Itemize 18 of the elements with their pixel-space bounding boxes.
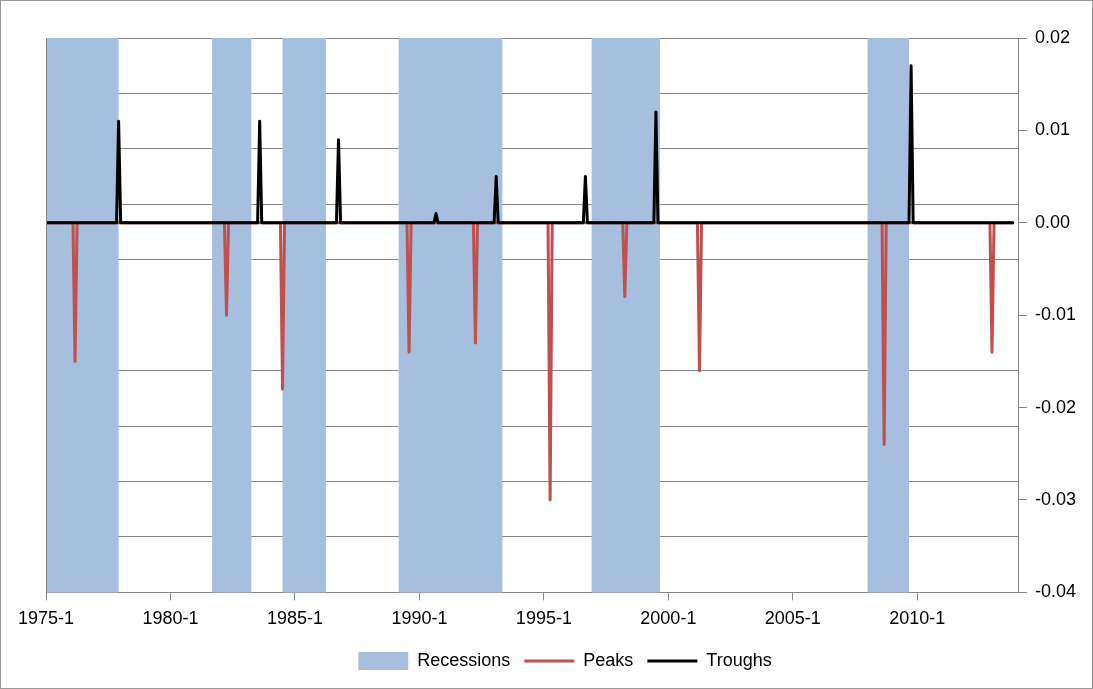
y-tick-label: -0.04: [1034, 581, 1076, 602]
x-tick-label: 2010-1: [889, 608, 946, 629]
y-tick-label: -0.03: [1034, 488, 1076, 509]
y-tick-label: 0.00: [1034, 211, 1071, 232]
y-tick-label: 0.01: [1034, 119, 1071, 140]
legend-label: Recessions: [417, 649, 511, 670]
y-tick-label: -0.01: [1034, 304, 1076, 325]
x-tick-label: 1985-1: [266, 608, 323, 629]
x-tick-label: 1980-1: [142, 608, 199, 629]
legend-label: Troughs: [706, 649, 772, 670]
legend-label: Peaks: [583, 649, 634, 670]
x-tick-label: 2005-1: [764, 608, 821, 629]
y-tick-label: -0.02: [1034, 396, 1076, 417]
x-tick-label: 2000-1: [640, 608, 697, 629]
x-tick-label: 1990-1: [391, 608, 448, 629]
x-tick-label: 1995-1: [515, 608, 572, 629]
y-tick-label: 0.02: [1034, 26, 1071, 47]
x-tick-label: 1975-1: [17, 608, 75, 629]
